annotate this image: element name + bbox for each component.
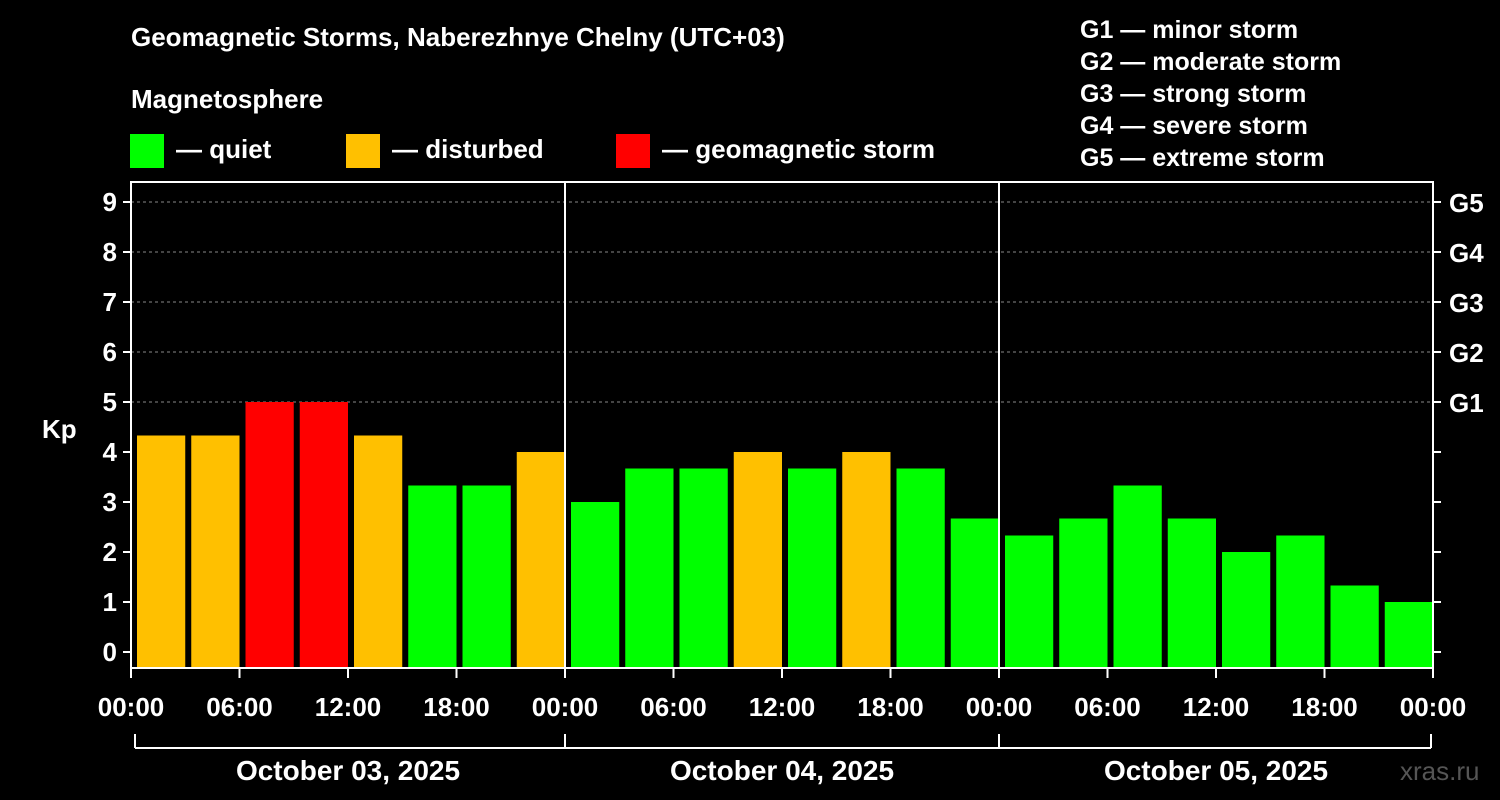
x-tick-label: 18:00 [857,692,924,722]
kp-bar [733,452,782,668]
x-tick-label: 18:00 [1291,692,1358,722]
y-tick-label: 5 [103,387,117,417]
x-tick-label: 00:00 [532,692,599,722]
legend-swatch-quiet [130,134,164,168]
x-tick-label: 06:00 [1074,692,1141,722]
x-tick-label: 12:00 [1183,692,1250,722]
storm-level-tick-label: G1 [1449,388,1484,418]
watermark: xras.ru [1400,756,1480,786]
day-label: October 04, 2025 [670,755,894,786]
legend-label-storm: — geomagnetic storm [662,134,936,164]
x-tick-label: 06:00 [206,692,273,722]
kp-bar [1167,518,1216,668]
kp-bar [1276,535,1325,668]
day-label: October 05, 2025 [1104,755,1328,786]
storm-level-tick-label: G5 [1449,188,1484,218]
kp-bar [950,518,999,668]
x-tick-label: 18:00 [423,692,490,722]
kp-bar [1222,552,1271,668]
x-tick-label: 12:00 [749,692,816,722]
y-tick-label: 7 [103,287,117,317]
storm-level-tick-label: G4 [1449,238,1484,268]
legend-swatch-disturbed [346,134,380,168]
legend-label-quiet: — quiet [176,134,272,164]
y-tick-label: 0 [103,637,117,667]
storm-level-g2: G2 — moderate storm [1080,48,1342,76]
y-tick-label: 6 [103,337,117,367]
kp-bar [191,435,240,668]
x-tick-label: 00:00 [1400,692,1467,722]
kp-bar [842,452,891,668]
kp-bar [788,468,837,668]
kp-bar [625,468,674,668]
y-tick-label: 3 [103,487,117,517]
y-tick-label: 1 [103,587,117,617]
kp-bar [571,502,620,668]
x-tick-label: 00:00 [98,692,165,722]
day-label: October 03, 2025 [236,755,460,786]
kp-bar [137,435,186,668]
storm-level-tick-label: G3 [1449,288,1484,318]
storm-level-legend: G1 — minor storm G2 — moderate storm G3 … [1080,14,1341,174]
y-tick-label: 8 [103,237,117,267]
kp-bar [1330,585,1379,668]
kp-bar [1384,602,1433,668]
kp-bar [299,402,348,668]
storm-level-g1: G1 — minor storm [1080,16,1299,44]
kp-bar [1059,518,1108,668]
storm-level-g3: G3 — strong storm [1080,80,1307,108]
y-tick-label: 4 [103,437,118,467]
kp-bar [408,485,457,668]
y-tick-label: 9 [103,187,117,217]
kp-bar [896,468,945,668]
x-tick-label: 00:00 [966,692,1033,722]
y-axis-label: Kp [42,414,77,444]
kp-bar [245,402,294,668]
storm-level-tick-label: G2 [1449,338,1484,368]
kp-bar [462,485,511,668]
kp-bar [354,435,403,668]
kp-bar [516,452,565,668]
legend-swatch-storm [616,134,650,168]
kp-bar [1005,535,1054,668]
kp-bar [1113,485,1162,668]
magnetosphere-label: Magnetosphere [131,84,324,114]
legend-label-disturbed: — disturbed [392,134,544,164]
chart-title: Geomagnetic Storms, Naberezhnye Chelny (… [131,22,785,52]
storm-level-g4: G4 — severe storm [1080,112,1308,140]
storm-level-g5: G5 — extreme storm [1080,144,1325,172]
x-tick-label: 12:00 [315,692,382,722]
y-tick-label: 2 [103,537,117,567]
x-tick-label: 06:00 [640,692,707,722]
kp-bar [679,468,728,668]
